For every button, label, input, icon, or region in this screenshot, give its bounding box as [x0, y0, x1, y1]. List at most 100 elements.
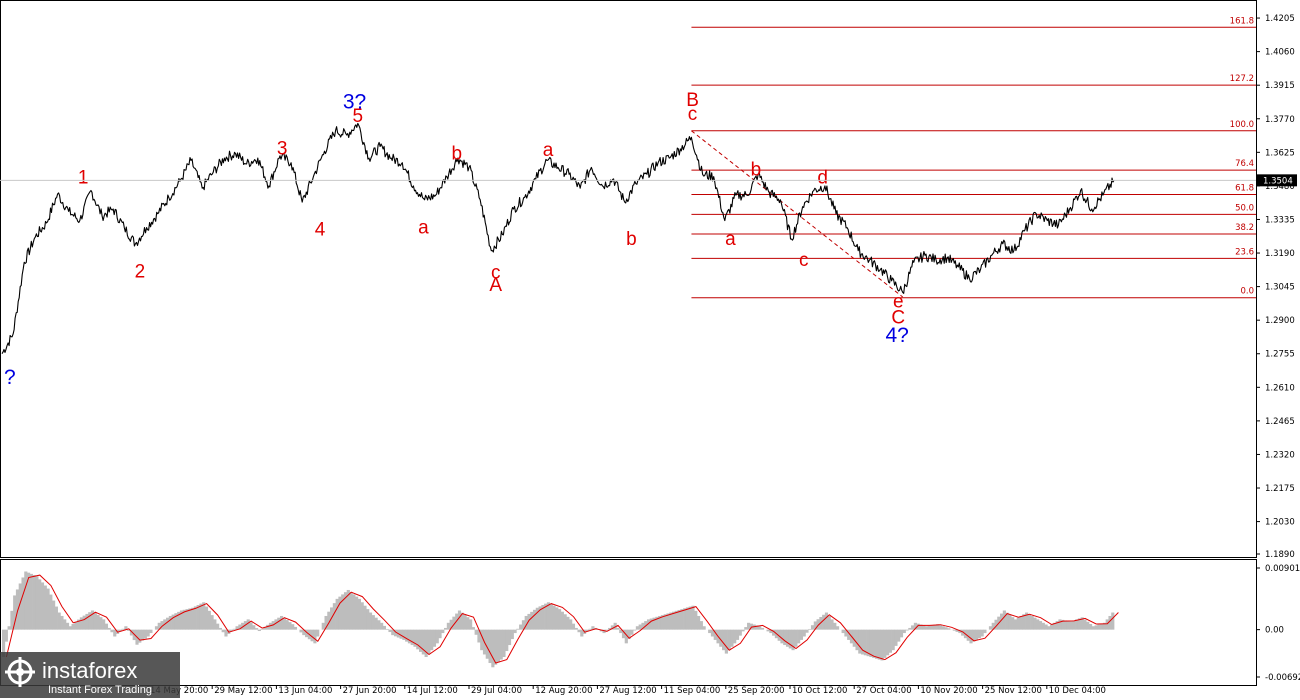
oscillator-bar — [658, 615, 662, 630]
oscillator-bar — [316, 629, 320, 637]
oscillator-bar — [77, 619, 81, 630]
time-tick-label: 10 Dec 04:00 — [1049, 686, 1106, 696]
fib-level-label: 38.2 — [1235, 223, 1254, 233]
oscillator-bar — [630, 629, 634, 635]
oscillator-bar — [291, 624, 295, 630]
oscillator-bar — [371, 615, 375, 630]
oscillator-bar — [886, 629, 890, 656]
oscillator-bar — [432, 629, 437, 647]
price-tick-label: 1.3625 — [1265, 148, 1295, 158]
oscillator-bar — [427, 629, 431, 654]
oscillator-bar — [2, 629, 6, 658]
oscillator-bar — [802, 629, 806, 637]
oscillator-bar — [1005, 612, 1009, 630]
oscillator-bar — [613, 622, 617, 630]
oscillator-bar — [635, 626, 639, 630]
oscillator-bar — [777, 629, 781, 641]
oscillator-bar — [516, 628, 520, 630]
oscillator-bar — [185, 609, 189, 630]
oscillator-bar — [166, 617, 170, 630]
oscillator-bar — [221, 629, 225, 633]
oscillator-bar — [905, 629, 909, 631]
oscillator-bar — [922, 625, 926, 630]
oscillator-bar — [363, 605, 367, 630]
oscillator-bar — [927, 625, 931, 630]
oscillator-bar — [366, 609, 370, 630]
oscillator-bar — [666, 613, 670, 630]
oscillator-bar — [663, 614, 667, 630]
oscillator-bar — [96, 614, 100, 630]
oscillator-bar — [827, 615, 831, 630]
oscillator-bar — [349, 592, 353, 630]
oscillator-bar — [149, 629, 153, 634]
oscillator-bar — [40, 582, 45, 630]
oscillator-bar — [847, 629, 851, 640]
oscillator-bar — [505, 629, 509, 652]
oscillator-bar — [407, 629, 412, 644]
oscillator-bar — [138, 629, 142, 643]
oscillator-bar — [357, 598, 361, 630]
oscillator-bar — [99, 617, 103, 630]
oscillator-bar — [727, 629, 731, 651]
fib-level-label: 0.0 — [1240, 287, 1254, 297]
oscillator-bar — [872, 629, 876, 658]
oscillator-bar — [257, 629, 261, 632]
oscillator-bar — [1011, 617, 1015, 630]
oscillator-bar — [722, 629, 726, 651]
wave-label: B — [686, 90, 699, 111]
oscillator-bar — [466, 617, 470, 630]
oscillator-bar — [21, 577, 25, 630]
fib-level-label: 100.0 — [1230, 120, 1254, 130]
oscillator-bar — [941, 626, 945, 630]
oscillator-bar — [1022, 614, 1026, 630]
oscillator-bar — [619, 629, 623, 634]
oscillator-bar — [797, 629, 801, 644]
oscillator-tick-label: -0.00692 — [1265, 673, 1300, 683]
oscillator-bar — [1025, 612, 1029, 630]
oscillator-bar — [368, 612, 373, 630]
oscillator-bar — [57, 612, 61, 630]
oscillator-bar — [558, 609, 562, 630]
oscillator-bar — [507, 629, 512, 646]
oscillator-bar — [560, 611, 564, 630]
oscillator-bar — [191, 607, 195, 630]
oscillator-bar — [697, 615, 701, 630]
oscillator-bar — [769, 629, 773, 634]
oscillator-bar — [113, 629, 117, 637]
oscillator-bar — [43, 585, 47, 630]
oscillator-bar — [216, 623, 220, 630]
oscillator-bar — [29, 573, 33, 630]
oscillator-bar — [410, 629, 414, 646]
oscillator-bar — [602, 629, 606, 634]
oscillator-bar — [552, 605, 556, 630]
oscillator-tick-label: 0.00 — [1265, 626, 1284, 636]
oscillator-bar — [758, 626, 762, 630]
oscillator-bar — [852, 629, 856, 647]
price-tick-label: 1.3190 — [1265, 249, 1295, 259]
signal-line — [5, 574, 1119, 664]
oscillator-bar — [877, 629, 881, 660]
oscillator-bar — [1102, 622, 1107, 630]
trend-line — [691, 130, 904, 298]
oscillator-bar — [477, 629, 481, 643]
oscillator-bar — [1041, 622, 1045, 630]
wave-label: c — [799, 250, 809, 271]
time-tick-label: 25 Nov 12:00 — [985, 686, 1042, 696]
oscillator-bar — [591, 626, 595, 630]
oscillator-bar — [1036, 619, 1040, 630]
oscillator-bar — [13, 595, 17, 630]
price-tick-label: 1.3335 — [1265, 215, 1295, 225]
oscillator-bar — [902, 629, 906, 634]
oscillator-bar — [346, 589, 350, 630]
oscillator-bar — [708, 629, 712, 634]
oscillator-bar — [402, 629, 406, 640]
oscillator-bar — [430, 629, 434, 651]
oscillator-bar — [874, 629, 879, 659]
oscillator-bar — [293, 626, 298, 630]
wave-label: b — [751, 159, 762, 180]
oscillator-bar — [610, 625, 614, 630]
oscillator-bar — [741, 629, 745, 632]
oscillator-bar — [830, 619, 834, 630]
